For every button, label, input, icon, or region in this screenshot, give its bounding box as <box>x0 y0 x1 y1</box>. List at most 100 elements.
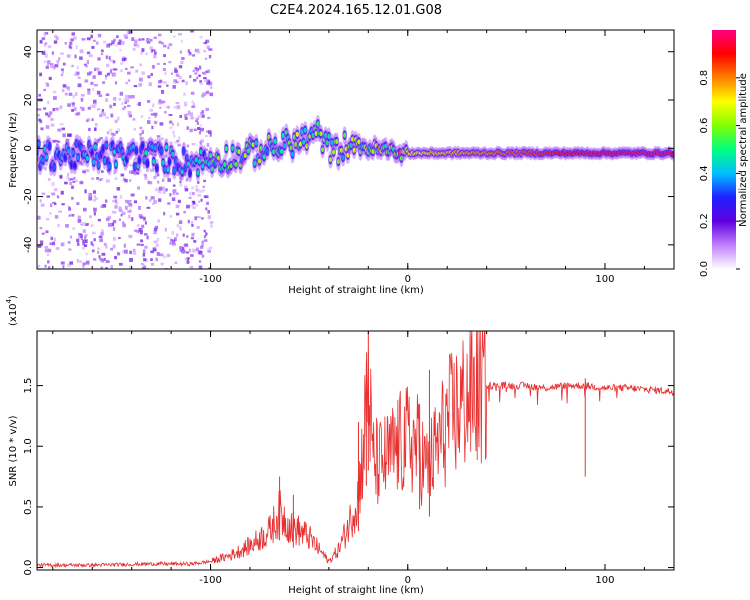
spectrogram-noise-cell <box>65 224 69 228</box>
spectrogram-noise-cell <box>178 75 182 79</box>
spectrogram-noise-cell <box>71 108 74 112</box>
spectrogram-noise-cell <box>84 236 87 239</box>
spectrogram-noise-cell <box>200 127 204 132</box>
spectrogram-noise-cell <box>153 36 157 40</box>
spectrogram-noise-cell <box>192 54 196 57</box>
spectrogram-y-tick-label: -20 <box>23 188 34 204</box>
spectrogram-noise-cell <box>74 92 78 96</box>
spectrogram-noise-cell <box>79 160 82 165</box>
spectrogram-noise-cell <box>37 215 41 220</box>
spectrogram-noise-cell <box>130 193 134 197</box>
spectrogram-noise-cell <box>61 70 64 75</box>
spectrogram-noise-cell <box>154 187 159 192</box>
spectrogram-noise-cell <box>167 178 171 182</box>
spectrogram-noise-cell <box>189 128 193 133</box>
spectrogram-noise-cell <box>191 100 194 103</box>
spectrogram-noise-cell <box>84 189 87 194</box>
spectrogram-noise-cell <box>172 35 176 38</box>
spectrogram-noise-cell <box>198 189 203 193</box>
spectrogram-noise-cell <box>175 212 180 216</box>
spectrogram-noise-cell <box>120 173 125 177</box>
spectrogram-noise-cell <box>161 186 165 190</box>
spectrogram-noise-cell <box>43 60 47 64</box>
spectrogram-noise-cell <box>56 60 60 64</box>
spectrogram-noise-cell <box>186 261 190 264</box>
spectrogram-noise-cell <box>83 63 88 66</box>
spectrogram-ridge-cell <box>145 161 150 167</box>
spectrogram-noise-cell <box>61 68 64 72</box>
spectrogram-ridge-cell <box>137 157 142 163</box>
spectrogram-noise-cell <box>144 233 148 236</box>
spectrogram-noise-cell <box>179 246 183 250</box>
colorbar-gradient <box>712 30 736 269</box>
spectrogram-noise-cell <box>70 178 74 181</box>
spectrogram-noise-cell <box>88 54 93 58</box>
spectrogram-noise-cell <box>172 130 175 135</box>
spectrogram-noise-cell <box>119 91 124 96</box>
snr-y-label: SNR (10 * v/v) <box>8 415 19 486</box>
spectrogram-noise-cell <box>125 67 128 71</box>
spectrogram-noise-cell <box>210 224 213 228</box>
colorbar-ticks: 0.0 0.2 0.4 0.6 0.8 <box>699 70 740 277</box>
spectrogram-y-tick-label: 20 <box>23 94 34 107</box>
spectrogram-ridge-cell <box>257 158 262 164</box>
spectrogram-noise-cell <box>182 233 185 237</box>
spectrogram-noise-cell <box>184 188 189 192</box>
spectrogram-noise-cell <box>123 98 127 102</box>
spectrogram-noise-cell <box>153 175 157 180</box>
spectrogram-noise-cell <box>62 84 67 88</box>
spectrogram-noise-cell <box>200 217 204 220</box>
spectrogram-ridge-cell <box>134 148 138 154</box>
spectrogram-noise-cell <box>146 235 149 240</box>
spectrogram-noise-cell <box>105 93 110 97</box>
spectrogram-noise-cell <box>116 35 119 39</box>
snr-y-tick-label: 1.5 <box>23 378 34 394</box>
spectrogram-noise-cell <box>93 67 97 72</box>
spectrogram-noise-cell <box>92 243 95 247</box>
spectrogram-noise-cell <box>91 46 95 49</box>
spectrogram-noise-cell <box>146 38 150 42</box>
spectrogram-noise-cell <box>105 260 110 264</box>
spectrogram-noise-cell <box>113 170 116 175</box>
colorbar-tick-label: 0.2 <box>699 213 710 229</box>
spectrogram-noise-cell <box>210 86 213 89</box>
spectrogram-noise-cell <box>193 240 197 243</box>
spectrogram-noise-cell <box>61 203 65 206</box>
spectrogram-ridge-cell <box>48 143 52 149</box>
spectrogram-noise-cell <box>50 123 55 127</box>
spectrogram-noise-cell <box>189 75 192 78</box>
spectrogram-noise-cell <box>187 49 191 53</box>
spectrogram-noise-cell <box>157 219 160 223</box>
spectrogram-noise-cell <box>118 39 122 43</box>
spectrogram-ridge-cell <box>182 148 186 154</box>
snr-y-tick-label: 0.0 <box>23 560 34 576</box>
spectrogram-noise-cell <box>108 43 113 46</box>
spectrogram-noise-cell <box>157 80 162 84</box>
spectrogram-noise-cell <box>171 239 176 244</box>
spectrogram-noise-cell <box>162 190 166 195</box>
spectrogram-noise-cell <box>176 105 181 110</box>
spectrogram-noise-cell <box>95 67 99 70</box>
spectrogram-noise-cell <box>169 193 172 197</box>
spectrogram-noise-cell <box>164 227 167 232</box>
spectrogram-noise-cell <box>142 249 146 254</box>
spectrogram-noise-cell <box>179 225 182 229</box>
spectrogram-ridge-cell <box>85 156 90 162</box>
spectrogram-noise-cell <box>173 106 177 109</box>
spectrogram-noise-cell <box>93 39 96 42</box>
spectrogram-noise-cell <box>192 78 197 82</box>
spectrogram-noise-cell <box>174 261 178 265</box>
spectrogram-noise-cell <box>87 117 90 122</box>
spectrogram-noise-cell <box>202 188 205 193</box>
spectrogram-noise-cell <box>203 179 206 183</box>
spectrogram-noise-cell <box>118 98 122 101</box>
spectrogram-ridge-cell <box>114 161 118 167</box>
spectrogram-noise-cell <box>68 178 72 182</box>
spectrogram-noise-cell <box>141 38 145 41</box>
spectrogram-noise-cell <box>79 106 83 110</box>
spectrogram-noise-cell <box>41 192 46 195</box>
spectrogram-noise-cell <box>78 234 83 239</box>
colorbar-tick-label: 0.8 <box>699 70 710 86</box>
spectrogram-noise-cell <box>85 223 88 227</box>
snr-line <box>37 331 674 569</box>
